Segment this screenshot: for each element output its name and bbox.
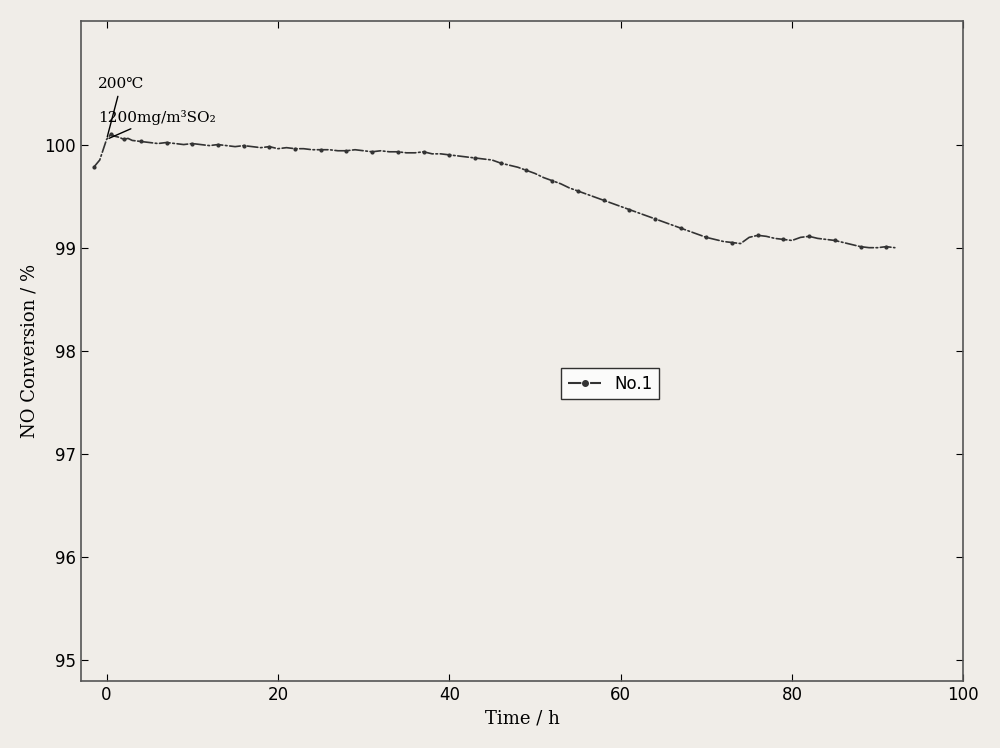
No.1 bbox=[460, 153, 472, 162]
Text: 1200mg/m³SO₂: 1200mg/m³SO₂ bbox=[98, 110, 216, 138]
No.1 bbox=[135, 137, 147, 146]
Y-axis label: NO Conversion / %: NO Conversion / % bbox=[21, 264, 39, 438]
No.1 bbox=[863, 243, 875, 252]
No.1 bbox=[889, 243, 901, 252]
No.1 bbox=[700, 233, 712, 242]
X-axis label: Time / h: Time / h bbox=[485, 709, 560, 727]
No.1 bbox=[105, 129, 117, 138]
No.1 bbox=[88, 163, 100, 172]
No.1 bbox=[122, 134, 134, 143]
No.1 bbox=[589, 193, 601, 202]
Legend: No.1: No.1 bbox=[561, 368, 659, 399]
Line: No.1: No.1 bbox=[92, 133, 896, 249]
Text: 200℃: 200℃ bbox=[98, 77, 144, 137]
No.1 bbox=[529, 169, 541, 178]
